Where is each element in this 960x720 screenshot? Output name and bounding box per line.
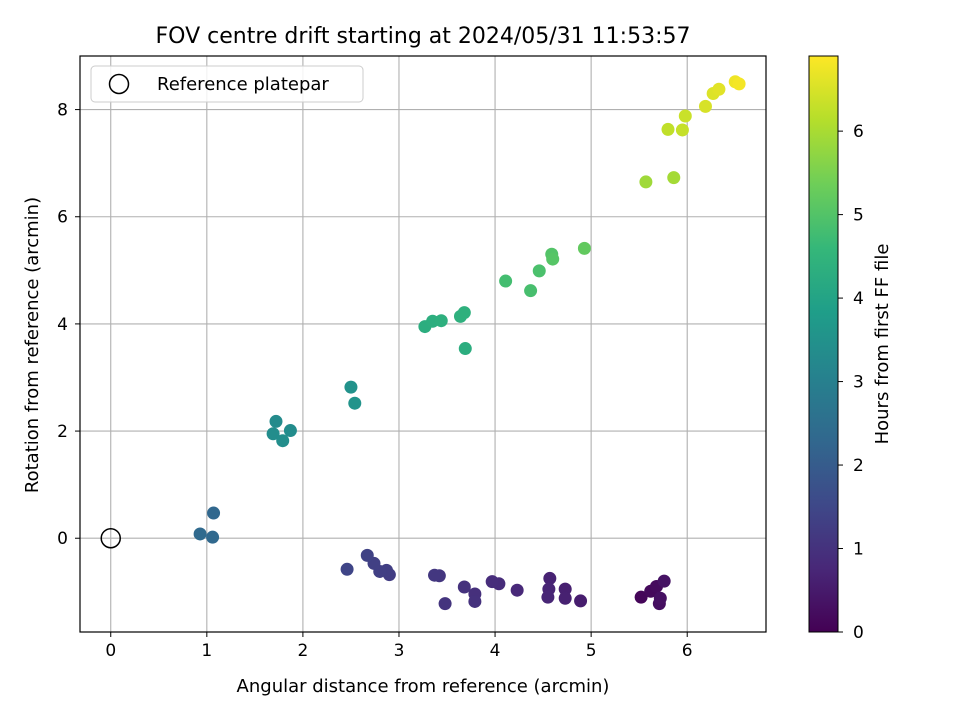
data-point <box>546 252 560 266</box>
data-point <box>468 594 482 608</box>
colorbar-gradient <box>808 55 839 633</box>
data-point <box>732 77 746 91</box>
data-point <box>712 82 726 96</box>
data-point <box>457 580 471 594</box>
data-point <box>193 527 207 541</box>
data-point <box>698 99 712 113</box>
data-point <box>206 530 220 544</box>
legend-box <box>90 65 364 103</box>
data-point <box>634 590 648 604</box>
data-point <box>657 574 671 588</box>
data-point <box>269 414 283 428</box>
x-tick-label: 3 <box>394 641 405 661</box>
data-point <box>532 264 546 278</box>
data-points <box>193 75 746 611</box>
x-tick-label: 6 <box>682 641 693 661</box>
data-point <box>458 342 472 356</box>
y-axis-label: Rotation from reference (arcmin) <box>22 197 43 493</box>
data-point <box>675 123 689 137</box>
y-tick-label: 4 <box>57 315 68 335</box>
data-point <box>457 306 471 320</box>
x-tick-label: 5 <box>586 641 597 661</box>
data-point <box>276 434 290 448</box>
data-point <box>266 427 280 441</box>
x-tick-label: 4 <box>490 641 501 661</box>
data-point <box>428 568 442 582</box>
colorbar-tick-label: 1 <box>853 540 864 560</box>
legend-label: Reference platepar <box>157 74 329 95</box>
x-tick-label: 2 <box>297 641 308 661</box>
colorbar-tick-label: 5 <box>853 206 864 226</box>
chart-title: FOV centre drift starting at 2024/05/31 … <box>156 24 691 49</box>
data-point <box>438 597 452 611</box>
y-tick-label: 0 <box>57 529 68 549</box>
data-point <box>541 590 555 604</box>
colorbar-label: Hours from first FF file <box>872 244 893 445</box>
data-point <box>667 171 681 185</box>
data-point <box>434 314 448 328</box>
colorbar-ticks: 0 1 2 3 4 5 6 <box>838 122 864 643</box>
y-axis: 0 2 4 6 8 <box>57 101 80 549</box>
data-point <box>344 380 358 394</box>
data-point <box>283 424 297 438</box>
reference-marker <box>100 527 121 549</box>
data-point <box>558 582 572 596</box>
data-point <box>661 122 675 136</box>
y-tick-label: 8 <box>57 101 68 121</box>
data-point <box>499 274 513 288</box>
data-point <box>558 591 572 605</box>
data-point <box>207 506 221 520</box>
colorbar-tick-label: 3 <box>853 373 864 393</box>
plot-frame <box>79 55 767 633</box>
colorbar-tick-label: 0 <box>853 623 864 643</box>
data-point <box>577 241 591 255</box>
colorbar-tick-label: 6 <box>853 122 864 142</box>
data-point <box>340 562 354 576</box>
legend-marker <box>108 73 130 95</box>
y-tick-label: 6 <box>57 208 68 228</box>
y-tick-label: 2 <box>57 422 68 442</box>
colorbar-tick-label: 2 <box>853 456 864 476</box>
data-point <box>574 594 588 608</box>
data-point <box>485 575 499 589</box>
data-point <box>639 175 653 189</box>
colorbar-tick-label: 4 <box>853 289 864 309</box>
colorbar: 0 1 2 3 4 5 6 Hours from first FF file <box>808 55 893 643</box>
x-axis-label: Angular distance from reference (arcmin) <box>237 676 610 697</box>
x-axis: 0 1 2 3 4 5 6 <box>105 632 693 661</box>
grid <box>80 56 766 632</box>
legend: Reference platepar <box>90 65 364 103</box>
data-point <box>524 284 538 298</box>
data-point <box>678 109 692 123</box>
data-point <box>510 583 524 597</box>
x-tick-label: 1 <box>201 641 212 661</box>
data-point <box>348 396 362 410</box>
x-tick-label: 0 <box>105 641 116 661</box>
data-point <box>360 548 374 562</box>
data-point <box>543 571 557 585</box>
data-point <box>653 591 667 605</box>
